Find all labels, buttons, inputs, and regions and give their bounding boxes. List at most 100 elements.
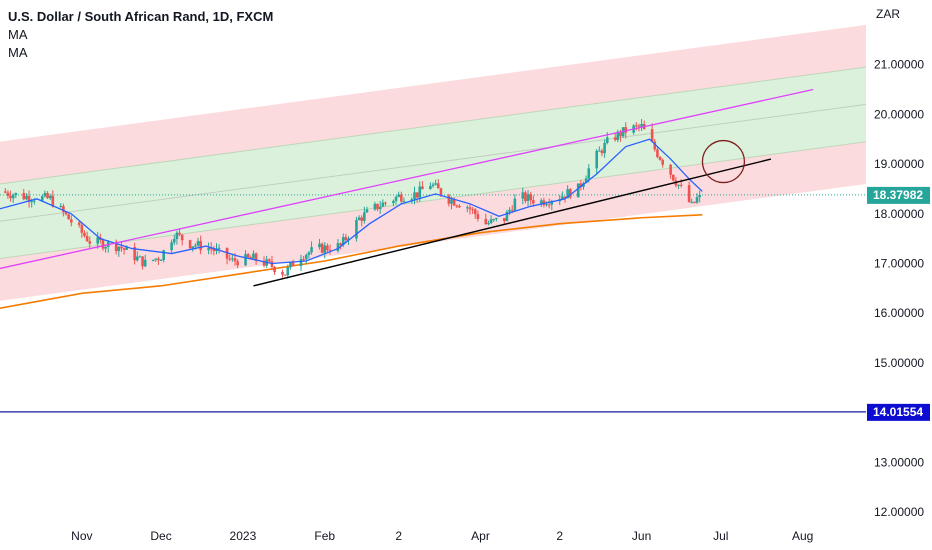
y-tick-label: 20.00000 [874,107,924,121]
candle-body [429,186,432,190]
candle-body [22,192,26,200]
candle-body [262,260,266,266]
x-tick-label: Nov [71,529,92,543]
candle-body [133,246,136,261]
candle-body [96,237,99,244]
candle-body [286,267,290,276]
candle-body [6,192,10,196]
candle-body [69,219,73,223]
candle-body [170,242,173,251]
candle-body [194,245,197,247]
candle-body [125,246,129,250]
candle-body [46,193,49,199]
candle-body [418,186,422,198]
candle-body [252,253,255,259]
candle-body [473,209,477,215]
candle-body [619,131,622,137]
candle-body [191,246,195,249]
candle-body [476,214,480,219]
candle-body [207,247,210,251]
candle-body [101,240,105,249]
candle-body [289,262,292,268]
candle-body [196,241,200,246]
candle-body [471,209,474,211]
candle-body [373,203,377,210]
candle-body [228,258,232,260]
candle-body [25,195,28,200]
candle-body [172,239,176,243]
y-tick-label: 21.00000 [874,58,924,72]
y-tick-label: 17.00000 [874,256,924,270]
candle-body [88,241,92,244]
x-tick-label: 2 [395,529,402,543]
candle-body [661,159,665,165]
candle-body [508,209,511,212]
candle-body [9,195,12,199]
candle-body [268,259,271,262]
candle-body [336,243,340,252]
x-tick-label: Dec [150,529,171,543]
candle-body [378,206,382,210]
candle-body [561,196,564,200]
plot-area [0,24,867,413]
candle-body [698,194,701,198]
indicator-ma-1[interactable]: MA [8,27,28,42]
ma-fast-line [0,138,703,265]
channel-inner-upper-line [0,66,867,185]
y-tick-label: 12.00000 [874,505,924,519]
candle-body [677,184,680,186]
candle-body [40,196,44,201]
level-price-badge: 14.01554 [867,403,930,421]
candle-body [576,183,580,198]
candle-body [690,201,694,203]
candle-body [640,124,643,127]
candle-body [151,259,155,261]
y-tick-label: 19.00000 [874,157,924,171]
candle-body [302,259,305,261]
candle-body [27,195,31,202]
candle-body [502,218,506,222]
candle-body [484,218,488,225]
candle-body [159,260,163,262]
candle-body [595,150,598,169]
candle-body [616,131,620,140]
candle-body [568,189,572,198]
candle-body [341,237,345,246]
candle-body [117,246,121,252]
candle-body [579,183,583,187]
candle-body [233,258,237,262]
candle-body [249,257,253,259]
candle-body [162,250,165,261]
candle-body [624,127,628,133]
candle-body [563,196,567,199]
candle-body [64,211,68,215]
candle-body [77,222,81,225]
candle-body [392,200,395,203]
candle-body [355,219,358,239]
channel-outer-band-lower [0,141,866,301]
candle-body [687,185,691,202]
y-tick-label: 16.00000 [874,306,924,320]
candle-body [14,192,18,196]
candle-body [199,241,202,251]
last-price-badge: 18.37982 [867,186,930,204]
candle-body [120,246,123,249]
candle-body [542,200,546,206]
y-tick-label: 18.00000 [874,207,924,221]
channel-center-line [0,103,867,222]
candle-body [679,184,683,186]
candle-body [236,261,239,266]
candle-body [365,209,369,213]
candle-body [415,192,419,198]
candle-body [505,211,509,222]
x-tick-label: 2023 [230,529,257,543]
candle-body [30,201,33,203]
candle-body [326,245,329,251]
indicator-ma-2[interactable]: MA [8,45,28,60]
trendline [253,158,772,287]
candle-body [154,258,158,260]
candle-body [458,205,461,208]
candle-body [455,205,459,207]
